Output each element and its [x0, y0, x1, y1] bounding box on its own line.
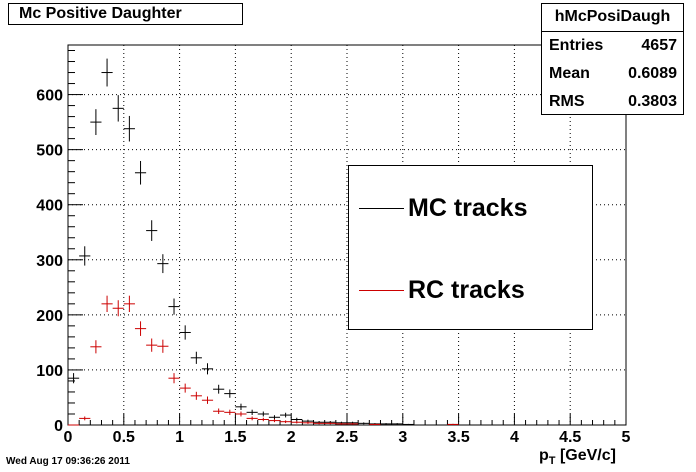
- stats-row-entries: Entries 4657: [542, 32, 683, 60]
- data-point: [146, 220, 158, 241]
- data-point: [190, 391, 202, 400]
- legend-entry-rc: RC tracks: [349, 270, 592, 310]
- data-point: [347, 423, 359, 425]
- stats-value: 0.3803: [628, 93, 677, 110]
- data-point: [123, 295, 135, 313]
- data-point: [391, 423, 403, 425]
- data-point: [291, 421, 303, 424]
- x-tick-label: 1.5: [224, 429, 246, 446]
- data-point: [101, 295, 113, 313]
- data-point: [190, 351, 202, 364]
- data-point: [302, 421, 314, 424]
- data-point: [380, 423, 392, 425]
- y-tick-label: 200: [36, 308, 63, 325]
- x-tick-label: 5: [622, 429, 631, 446]
- x-tick-label: 2: [287, 429, 296, 446]
- data-point: [134, 160, 147, 185]
- data-point: [213, 384, 225, 394]
- x-tick-label: 3: [398, 429, 407, 446]
- data-point: [168, 373, 180, 384]
- data-point: [280, 420, 292, 424]
- x-tick-label: 2.5: [336, 429, 358, 446]
- legend-label-mc: MC tracks: [408, 194, 528, 222]
- legend: MC tracks RC tracks: [348, 165, 593, 330]
- y-tick-label: 300: [36, 253, 63, 270]
- data-point: [447, 423, 459, 425]
- data-point: [168, 298, 180, 315]
- x-tick-label: 4.5: [559, 429, 581, 446]
- tick-labels: 0 0.5 1 1.5 2 2.5 3 3.5 4 4.5 5 0 100 200 300 400 500 600: [36, 88, 630, 446]
- data-point: [402, 423, 414, 425]
- data-point: [112, 95, 124, 122]
- stats-label: Entries: [549, 37, 604, 54]
- data-point: [213, 408, 225, 414]
- x-tick-label: 1: [175, 429, 184, 446]
- legend-entry-mc: MC tracks: [349, 188, 592, 228]
- y-tick-label: 500: [36, 143, 63, 160]
- data-point: [224, 389, 236, 398]
- data-point: [257, 417, 269, 422]
- data-point: [335, 423, 347, 425]
- data-series: [68, 58, 459, 426]
- stats-row-rms: RMS 0.3803: [542, 88, 683, 116]
- data-point: [280, 412, 292, 418]
- data-point: [201, 396, 214, 404]
- data-point: [79, 416, 91, 421]
- data-point: [369, 423, 381, 425]
- stats-histogram-name: hMcPosiDaugh: [542, 4, 683, 32]
- stats-row-mean: Mean 0.6089: [542, 60, 683, 88]
- x-tick-label: 0.5: [113, 429, 135, 446]
- data-point: [101, 58, 113, 87]
- data-point: [68, 373, 80, 384]
- data-point: [268, 419, 281, 423]
- stats-value: 0.6089: [628, 65, 677, 82]
- legend-label-rc: RC tracks: [408, 276, 525, 304]
- y-tick-label: 100: [36, 363, 63, 380]
- legend-swatch-rc: [359, 290, 404, 291]
- x-tick-label: 3.5: [447, 429, 469, 446]
- data-point: [246, 416, 258, 421]
- x-axis-label-sub: T: [548, 455, 556, 468]
- legend-swatch-mc: [359, 208, 404, 209]
- stats-label: Mean: [549, 65, 590, 82]
- data-point: [246, 409, 258, 415]
- data-point: [201, 363, 214, 375]
- data-point: [224, 409, 236, 415]
- data-point: [257, 411, 269, 417]
- data-point: [112, 300, 124, 317]
- y-tick-label: 600: [36, 88, 63, 105]
- data-point: [179, 325, 191, 340]
- x-tick-label: 0: [64, 429, 73, 446]
- x-axis-label-unit: [GeV/c]: [555, 447, 616, 464]
- x-axis-label: pT [GeV/c]: [539, 447, 616, 467]
- stats-value: 4657: [641, 37, 677, 54]
- data-point: [235, 403, 247, 410]
- data-point: [157, 254, 169, 274]
- chart-title: Mc Positive Daughter: [8, 3, 243, 25]
- x-axis-label-main: p: [539, 447, 549, 464]
- data-point: [146, 338, 158, 352]
- data-point: [134, 321, 147, 336]
- y-tick-label: 0: [54, 418, 63, 435]
- stats-box: hMcPosiDaugh Entries 4657 Mean 0.6089 RM…: [541, 3, 684, 115]
- data-point: [123, 115, 135, 142]
- data-point: [79, 246, 91, 266]
- data-point: [313, 422, 325, 425]
- stats-label: RMS: [549, 93, 585, 110]
- series-rc-tracks: [68, 295, 459, 426]
- data-point: [179, 383, 191, 393]
- data-point: [291, 417, 303, 422]
- data-point: [235, 411, 247, 417]
- data-point: [90, 109, 102, 136]
- x-tick-label: 4: [510, 429, 519, 446]
- data-point: [358, 422, 370, 425]
- y-tick-label: 400: [36, 198, 63, 215]
- data-point: [324, 422, 336, 425]
- data-point: [157, 339, 169, 353]
- data-point: [268, 415, 281, 420]
- timestamp: Wed Aug 17 09:36:26 2011: [6, 456, 130, 467]
- data-point: [90, 340, 102, 354]
